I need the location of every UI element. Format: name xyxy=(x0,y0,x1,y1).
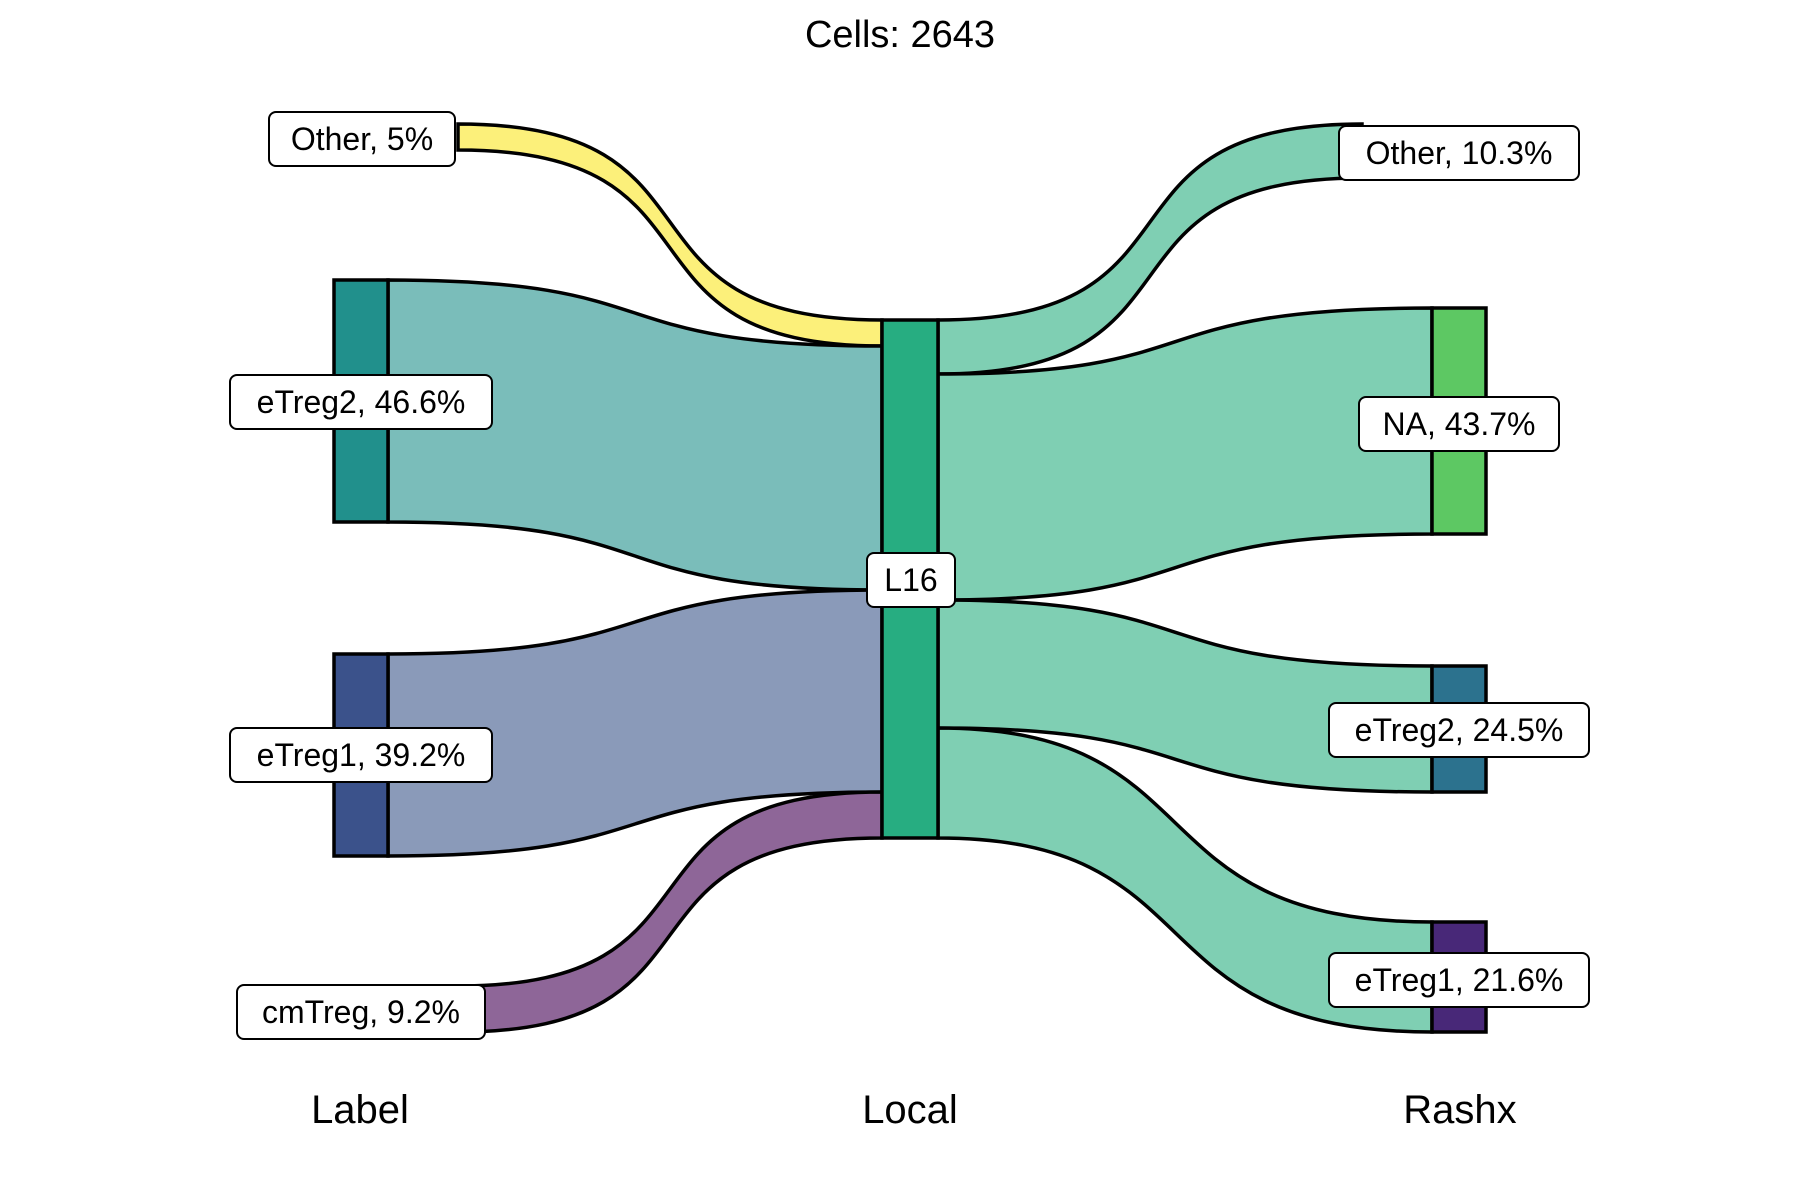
axis-label-local: Local xyxy=(862,1088,958,1132)
rashx-node-etreg1-label: eTreg1, 21.6% xyxy=(1328,952,1590,1008)
chart-title: Cells: 2643 xyxy=(804,14,996,56)
axis-label-label: Label xyxy=(311,1088,409,1132)
rashx-node-other-label: Other, 10.3% xyxy=(1338,125,1580,181)
rashx-node-etreg2-label: eTreg2, 24.5% xyxy=(1328,702,1590,758)
label-node-other-label: Other, 5% xyxy=(268,111,456,167)
axis-label-rashx: Rashx xyxy=(1403,1088,1517,1132)
rashx-node-na-label: NA, 43.7% xyxy=(1358,396,1560,452)
label-node-etreg2-label: eTreg2, 46.6% xyxy=(229,374,493,430)
label-node-cmtreg-label: cmTreg, 9.2% xyxy=(236,984,486,1040)
local-node-l16-label: L16 xyxy=(866,552,956,608)
label-node-etreg1-label: eTreg1, 39.2% xyxy=(229,727,493,783)
